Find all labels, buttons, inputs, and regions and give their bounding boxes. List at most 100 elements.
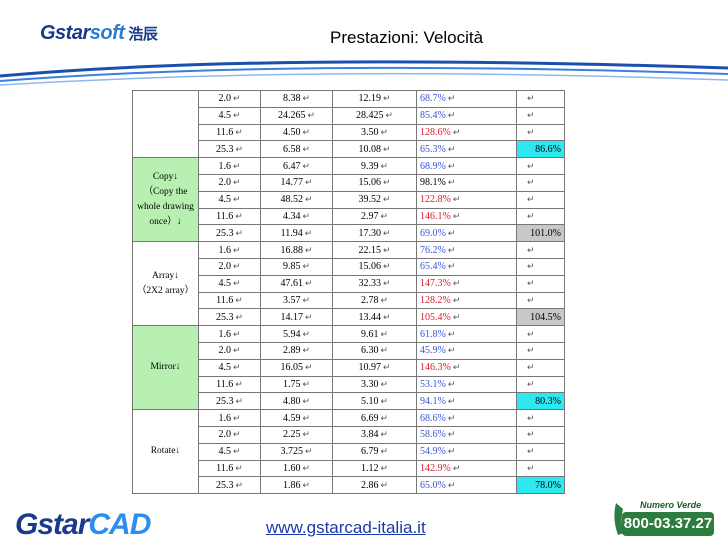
decorative-wave <box>0 60 728 86</box>
size-cell: 25.3 ↵ <box>198 392 261 411</box>
time-gstar-cell: 11.94 ↵ <box>260 224 333 243</box>
time-gstar-cell: 3.57 ↵ <box>260 291 333 310</box>
ratio-cell: 147.3% ↵ <box>416 274 517 293</box>
size-cell: 11.6 ↵ <box>198 291 261 310</box>
ratio-cell: 45.9% ↵ <box>416 341 517 360</box>
size-cell: 25.3 ↵ <box>198 224 261 243</box>
operation-cell: Rotate↓ <box>132 409 199 495</box>
size-cell: 1.6 ↵ <box>198 325 261 343</box>
average-cell: ↵ <box>516 325 565 343</box>
time-other-cell: 6.79 ↵ <box>332 442 417 461</box>
phone-number: 800-03.37.27 <box>622 512 714 536</box>
time-other-cell: 10.97 ↵ <box>332 358 417 377</box>
ratio-cell: 128.2% ↵ <box>416 291 517 310</box>
time-gstar-cell: 6.47 ↵ <box>260 157 333 175</box>
operation-label-line: Copy↓ <box>152 171 179 182</box>
ratio-cell: 61.8% ↵ <box>416 325 517 343</box>
average-cell: ↵ <box>516 375 565 394</box>
table-row: 4.5 ↵ 24.265 ↵ 28.425 ↵ 85.4% ↵ ↵ <box>133 106 565 125</box>
time-gstar-cell: 5.94 ↵ <box>260 325 333 343</box>
time-gstar-cell: 14.77 ↵ <box>260 173 333 192</box>
time-gstar-cell: 2.89 ↵ <box>260 341 333 360</box>
time-other-cell: 6.30 ↵ <box>332 341 417 360</box>
table-row: Copy↓ （Copy the whole drawing once）↓ 1.6 ↵ 6.4… <box>132 157 565 243</box>
average-cell: ↵ <box>516 274 565 293</box>
ratio-cell: 146.1% ↵ <box>416 207 517 226</box>
time-gstar-cell: 4.59 ↵ <box>260 409 333 427</box>
size-cell: 4.5 ↵ <box>198 190 261 209</box>
operation-label-line: Rotate↓ <box>150 446 181 457</box>
operation-label-line: （2X2 array） <box>136 285 195 296</box>
average-cell: 78.0% <box>516 476 565 495</box>
size-cell: 2.0 ↵ <box>198 257 261 276</box>
time-other-cell: 1.12 ↵ <box>332 459 417 478</box>
time-other-cell: 32.33 ↵ <box>332 274 417 293</box>
average-cell: ↵ <box>516 90 565 108</box>
operation-label-line: once）↓ <box>149 216 182 227</box>
operation-label-line: whole drawing <box>137 201 194 212</box>
table-row: 4.5 ↵ 3.725 ↵ 6.79 ↵ 54.9% ↵ ↵ <box>133 442 565 461</box>
size-cell: 1.6 ↵ <box>198 241 261 259</box>
size-cell: 25.3 ↵ <box>198 308 261 327</box>
average-cell: ↵ <box>516 409 565 427</box>
time-gstar-cell: 8.38 ↵ <box>260 90 333 108</box>
average-cell: ↵ <box>516 358 565 377</box>
size-cell: 4.5 ↵ <box>198 274 261 293</box>
operation-label-line: Mirror↓ <box>150 362 181 373</box>
size-cell: 25.3 ↵ <box>198 140 261 159</box>
table-row: 11.6 ↵ 1.60 ↵ 1.12 ↵ 142.9% ↵ ↵ <box>133 459 565 478</box>
ratio-cell: 128.6% ↵ <box>416 123 517 142</box>
time-other-cell: 2.86 ↵ <box>332 476 417 495</box>
time-other-cell: 12.19 ↵ <box>332 90 417 108</box>
table-row: 11.6 ↵ 3.57 ↵ 2.78 ↵ 128.2% ↵ ↵ <box>133 291 565 310</box>
time-other-cell: 9.61 ↵ <box>332 325 417 343</box>
website-link[interactable]: www.gstarcad-italia.it <box>266 518 426 537</box>
average-cell: ↵ <box>516 157 565 175</box>
size-cell: 25.3 ↵ <box>198 476 261 495</box>
ratio-cell: 68.6% ↵ <box>416 409 517 427</box>
time-gstar-cell: 1.75 ↵ <box>260 375 333 394</box>
size-cell: 2.0 ↵ <box>198 341 261 360</box>
slide-header: Gstarsoft 浩辰 Prestazioni: Velocità <box>0 0 728 90</box>
time-gstar-cell: 9.85 ↵ <box>260 257 333 276</box>
time-gstar-cell: 24.265 ↵ <box>260 106 333 125</box>
ratio-cell: 146.3% ↵ <box>416 358 517 377</box>
ratio-cell: 53.1% ↵ <box>416 375 517 394</box>
size-cell: 4.5 ↵ <box>198 358 261 377</box>
time-other-cell: 28.425 ↵ <box>332 106 417 125</box>
size-cell: 2.0 ↵ <box>198 173 261 192</box>
average-cell: ↵ <box>516 291 565 310</box>
operation-cell: Mirror↓ <box>132 325 199 411</box>
performance-table: 2.0 ↵ 8.38 ↵ 12.19 ↵ 68.7% ↵ ↵ 4.5 ↵ 24.265 ↵ 28.425 ↵… <box>132 89 565 495</box>
ratio-cell: 68.7% ↵ <box>416 90 517 108</box>
time-other-cell: 9.39 ↵ <box>332 157 417 175</box>
time-other-cell: 2.97 ↵ <box>332 207 417 226</box>
ratio-cell: 122.8% ↵ <box>416 190 517 209</box>
table-row: 11.6 ↵ 4.34 ↵ 2.97 ↵ 146.1% ↵ ↵ <box>133 207 565 226</box>
time-other-cell: 17.30 ↵ <box>332 224 417 243</box>
time-gstar-cell: 6.58 ↵ <box>260 140 333 159</box>
time-gstar-cell: 3.725 ↵ <box>260 442 333 461</box>
ratio-cell: 68.9% ↵ <box>416 157 517 175</box>
ratio-cell: 58.6% ↵ <box>416 425 517 444</box>
table-row: 25.3 ↵ 1.86 ↵ 2.86 ↵ 65.0% ↵ 78.0% <box>133 476 565 495</box>
time-other-cell: 39.52 ↵ <box>332 190 417 209</box>
time-other-cell: 3.50 ↵ <box>332 123 417 142</box>
time-gstar-cell: 48.52 ↵ <box>260 190 333 209</box>
time-gstar-cell: 16.88 ↵ <box>260 241 333 259</box>
ratio-cell: 54.9% ↵ <box>416 442 517 461</box>
average-cell: ↵ <box>516 459 565 478</box>
time-other-cell: 13.44 ↵ <box>332 308 417 327</box>
time-other-cell: 10.08 ↵ <box>332 140 417 159</box>
average-cell: ↵ <box>516 341 565 360</box>
table-row: Rotate↓ 1.6 ↵ 4.59 ↵ 6.69 ↵ 68.6% ↵ ↵ <box>132 409 565 495</box>
gstarsoft-logo: Gstarsoft 浩辰 <box>40 22 158 44</box>
size-cell: 11.6 ↵ <box>198 375 261 394</box>
average-cell: ↵ <box>516 190 565 209</box>
phone-icon <box>614 503 624 535</box>
ratio-cell: 85.4% ↵ <box>416 106 517 125</box>
time-other-cell: 15.06 ↵ <box>332 257 417 276</box>
average-cell: ↵ <box>516 442 565 461</box>
table-row: 2.0 ↵ 8.38 ↵ 12.19 ↵ 68.7% ↵ ↵ <box>132 89 565 159</box>
average-cell: 104.5% <box>516 308 565 327</box>
